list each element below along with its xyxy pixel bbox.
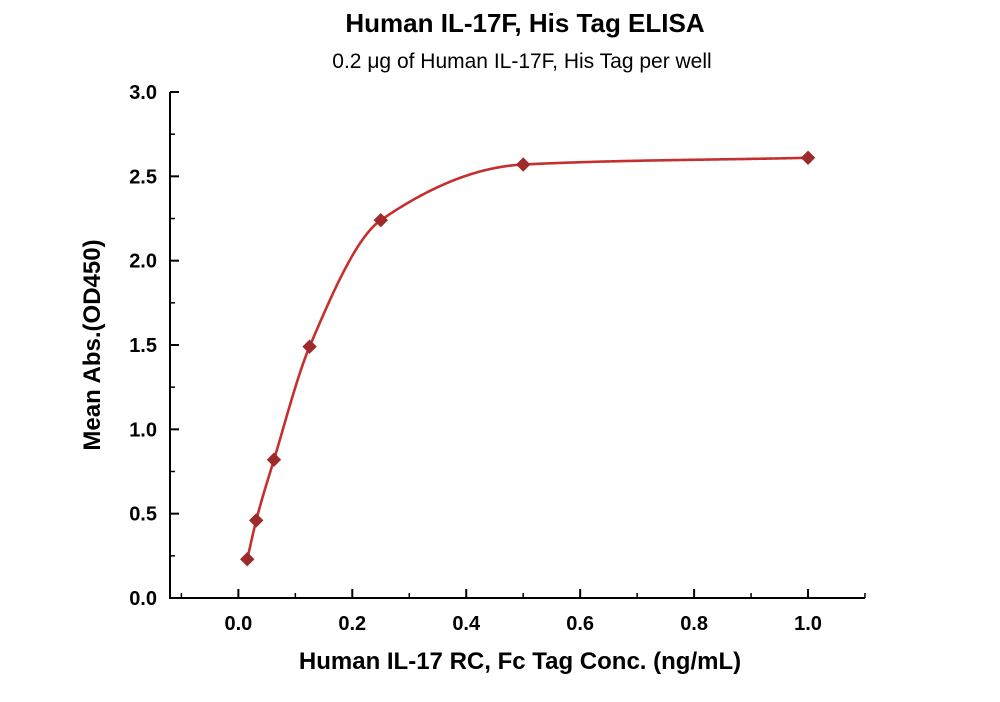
data-point-marker [302,339,317,354]
data-point-marker [266,452,282,467]
y-tick-label: 1.0 [129,419,157,441]
chart-subtitle: 0.2 μg of Human IL-17F, His Tag per well [332,50,712,73]
y-tick-label: 0.5 [129,504,157,526]
data-point-marker [515,157,531,172]
y-tick-label: 2.0 [129,251,157,273]
y-tick-label: 1.5 [129,335,157,357]
x-axis-label: Human IL-17 RC, Fc Tag Conc. (ng/mL) [298,648,742,675]
chart-title: Human IL-17F, His Tag ELISA [345,8,705,38]
data-point-marker [240,551,255,567]
x-tick-label: 1.0 [794,613,822,635]
x-tick-label: 0.2 [338,613,366,635]
data-point-marker [373,212,388,228]
y-tick-label: 2.5 [129,166,157,188]
fit-curve [245,156,810,561]
x-tick-label: 0.8 [680,613,708,635]
y-tick-label: 0.0 [129,588,157,610]
x-tick-label: 0.0 [224,613,252,635]
data-point-marker [800,150,816,165]
x-tick-label: 0.4 [452,613,481,635]
data-point-marker [248,513,264,528]
y-tick-label: 3.0 [129,82,157,104]
x-tick-label: 0.6 [566,613,594,635]
